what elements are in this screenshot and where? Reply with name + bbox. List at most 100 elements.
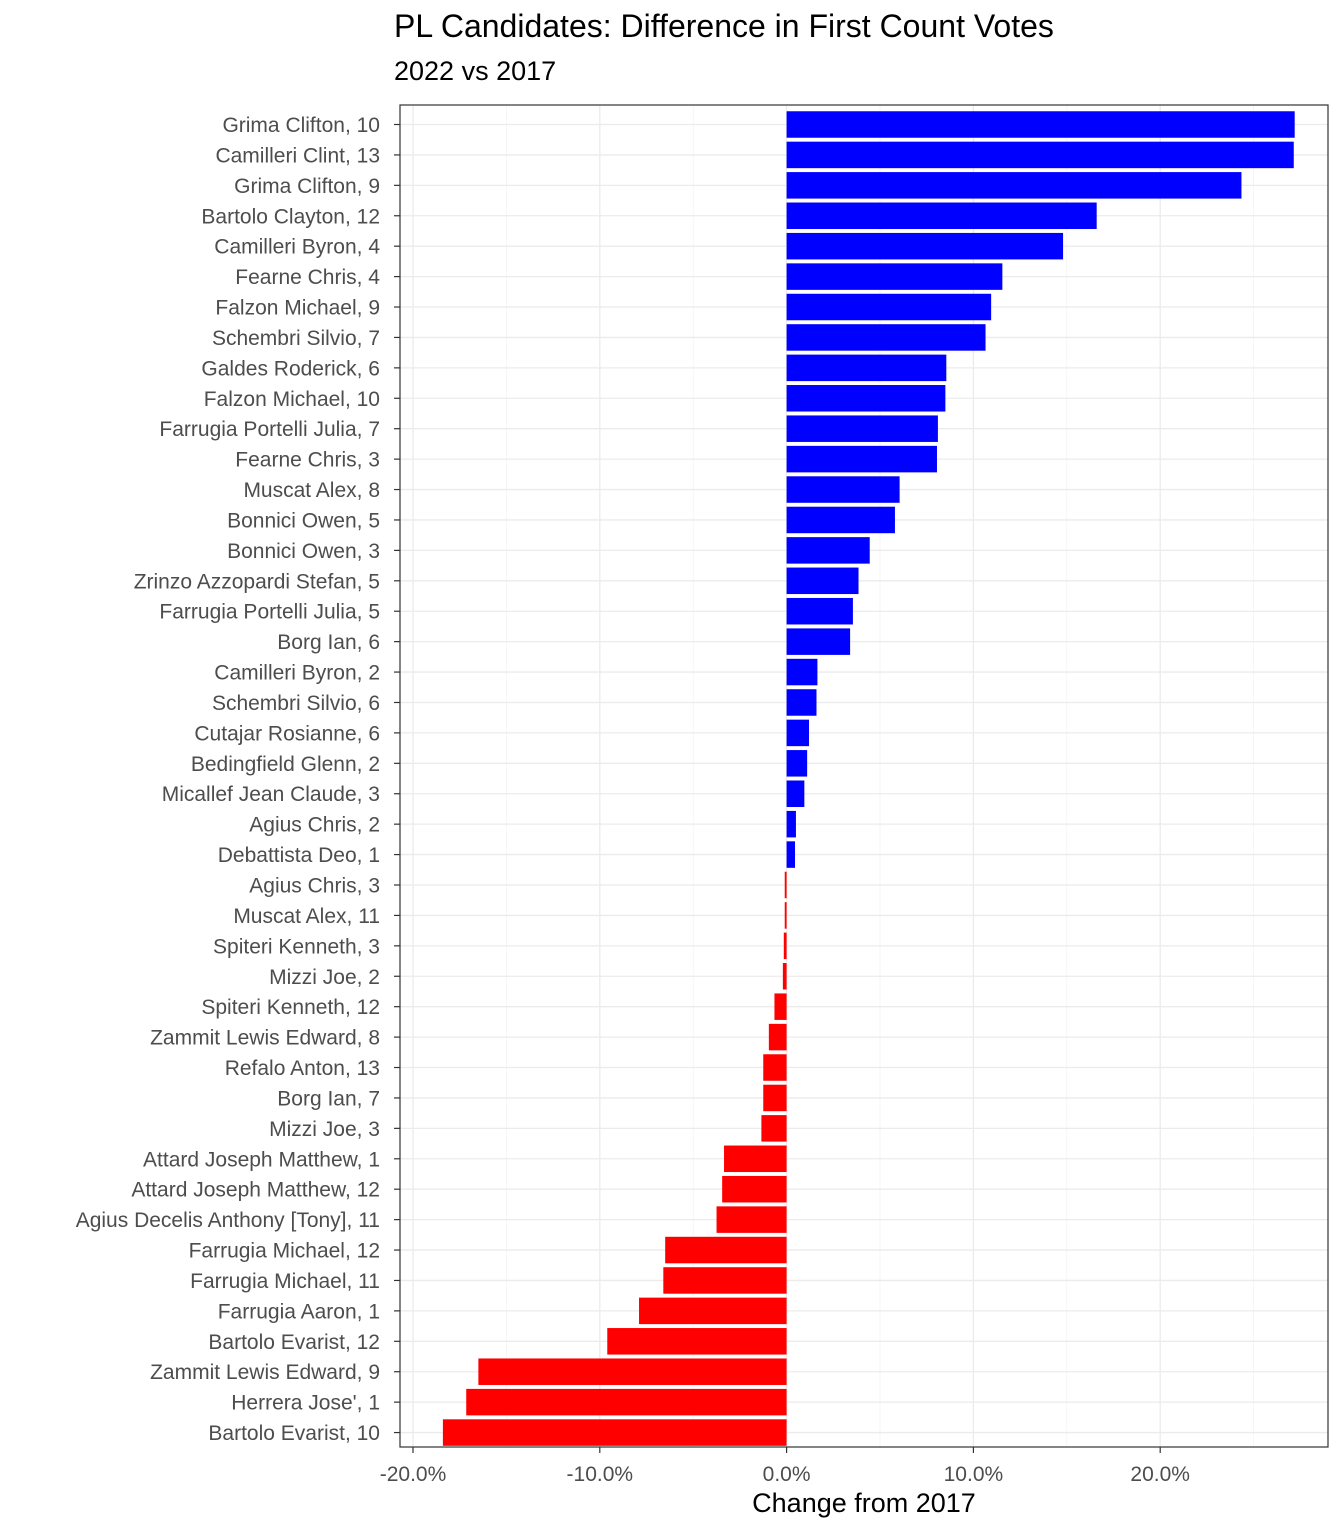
bar [786, 841, 796, 868]
category-label: Mizzi Joe, 2 [269, 966, 380, 989]
category-label: Fearne Chris, 4 [235, 266, 380, 289]
x-tick-label: -20.0% [380, 1463, 447, 1486]
category-label: Spiteri Kenneth, 12 [201, 996, 380, 1019]
bar [786, 780, 805, 807]
category-label: Herrera Jose', 1 [231, 1392, 380, 1415]
category-label: Borg Ian, 7 [277, 1087, 380, 1110]
bar [786, 263, 1003, 290]
category-label: Bartolo Clayton, 12 [201, 205, 380, 228]
bar [786, 111, 1295, 138]
category-label: Grima Clifton, 10 [222, 114, 380, 137]
bar [763, 1084, 787, 1112]
category-label: Mizzi Joe, 3 [269, 1118, 380, 1141]
bar [768, 1023, 787, 1051]
category-label: Agius Chris, 3 [249, 875, 380, 898]
category-label: Farrugia Michael, 12 [189, 1240, 380, 1263]
bar [761, 1115, 787, 1142]
category-label: Zrinzo Azzopardi Stefan, 5 [134, 570, 380, 593]
category-label: Muscat Alex, 11 [233, 905, 380, 928]
category-label: Falzon Michael, 9 [215, 297, 380, 320]
bar [786, 293, 992, 321]
bar [639, 1297, 787, 1325]
bar [722, 1175, 787, 1203]
bar [786, 324, 986, 351]
plot-border [399, 104, 1329, 1448]
bar [786, 537, 870, 564]
bar [786, 202, 1097, 230]
bar [786, 719, 810, 747]
x-axis-title: Change from 2017 [752, 1488, 976, 1518]
bar [784, 902, 787, 929]
category-label: Muscat Alex, 8 [243, 479, 380, 502]
axis-layer: Grima Clifton, 10 Camilleri Clint, 13 Grim… [76, 114, 1190, 1486]
bar [786, 141, 1294, 169]
bar [786, 810, 796, 838]
bar [786, 597, 853, 625]
category-label: Attard Joseph Matthew, 1 [143, 1148, 380, 1171]
category-label: Borg Ian, 6 [277, 631, 380, 654]
category-label: Debattista Deo, 1 [218, 844, 380, 867]
bar [786, 445, 937, 473]
bar [784, 871, 787, 899]
category-label: Farrugia Portelli Julia, 7 [159, 418, 380, 441]
bar-layer [442, 111, 1295, 1446]
bar [786, 506, 895, 534]
bar [786, 628, 851, 655]
bar [466, 1388, 787, 1416]
category-label: Galdes Roderick, 6 [201, 357, 380, 380]
bar [478, 1358, 787, 1385]
bar [786, 232, 1064, 260]
category-label: Camilleri Byron, 4 [214, 236, 380, 259]
bar [763, 1054, 787, 1081]
category-label: Bartolo Evarist, 10 [208, 1422, 380, 1445]
bar [442, 1419, 787, 1446]
category-label: Attard Joseph Matthew, 12 [131, 1179, 380, 1202]
category-label: Bonnici Owen, 3 [227, 540, 380, 563]
bar [774, 993, 787, 1020]
bar [782, 963, 787, 990]
x-tick-label: 10.0% [944, 1463, 1004, 1486]
category-label: Farrugia Aaron, 1 [218, 1300, 380, 1323]
category-label: Spiteri Kenneth, 3 [213, 935, 380, 958]
category-label: Schembri Silvio, 6 [212, 692, 380, 715]
category-label: Agius Decelis Anthony [Tony], 11 [76, 1209, 380, 1232]
category-label: Falzon Michael, 10 [204, 388, 380, 411]
category-label: Bedingfield Glenn, 2 [191, 753, 380, 776]
bar [786, 354, 947, 382]
chart-subtitle: 2022 vs 2017 [394, 56, 557, 86]
category-label: Zammit Lewis Edward, 9 [150, 1361, 380, 1384]
bar [783, 932, 787, 960]
bar [786, 750, 808, 777]
category-label: Farrugia Portelli Julia, 5 [159, 601, 380, 624]
bar [786, 385, 946, 412]
category-label: Bonnici Owen, 5 [227, 509, 380, 532]
bar [786, 172, 1242, 199]
category-label: Cutajar Rosianne, 6 [194, 722, 380, 745]
bar [786, 658, 818, 686]
bar [786, 567, 859, 595]
category-label: Refalo Anton, 13 [225, 1057, 380, 1080]
category-label: Fearne Chris, 3 [235, 449, 380, 472]
bar [607, 1328, 787, 1355]
category-label: Zammit Lewis Edward, 8 [150, 1027, 380, 1050]
chart-title: PL Candidates: Difference in First Count… [394, 8, 1054, 44]
category-label: Bartolo Evarist, 12 [208, 1331, 380, 1354]
bar [663, 1267, 787, 1294]
x-tick-label: 20.0% [1130, 1463, 1190, 1486]
category-label: Farrugia Michael, 11 [190, 1270, 380, 1293]
category-label: Camilleri Clint, 13 [215, 144, 380, 167]
bar [786, 476, 900, 503]
category-label: Grima Clifton, 9 [234, 175, 380, 198]
category-label: Micallef Jean Claude, 3 [162, 783, 380, 806]
bar [786, 689, 817, 716]
x-tick-label: -10.0% [567, 1463, 634, 1486]
bar [724, 1145, 787, 1173]
category-label: Schembri Silvio, 7 [212, 327, 380, 350]
x-tick-label: 0.0% [763, 1463, 811, 1486]
bar [665, 1236, 787, 1264]
bar [716, 1206, 787, 1233]
category-label: Agius Chris, 2 [249, 814, 380, 837]
category-label: Camilleri Byron, 2 [214, 662, 380, 685]
bar [786, 415, 938, 442]
